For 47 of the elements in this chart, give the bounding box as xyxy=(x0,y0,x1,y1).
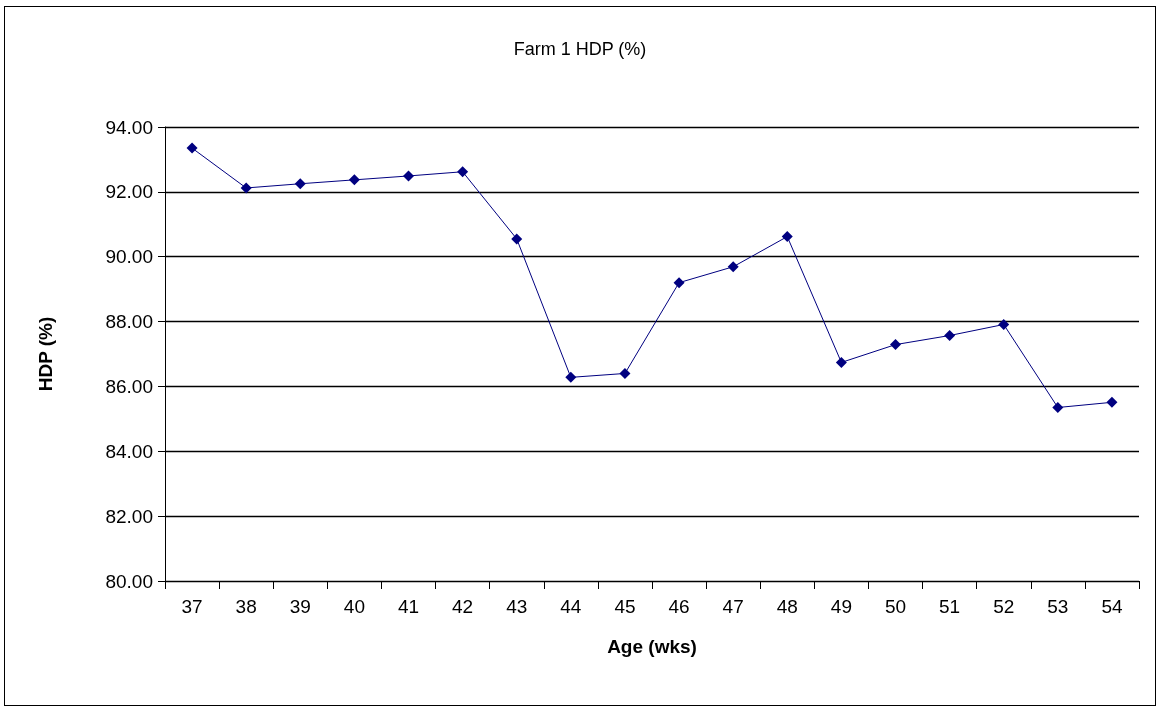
point xyxy=(998,318,1010,330)
x-tick-label: 52 xyxy=(993,596,1015,617)
point xyxy=(565,371,577,383)
point xyxy=(890,339,901,351)
x-tick-label: 47 xyxy=(722,596,744,617)
x-tick-label: 45 xyxy=(614,596,636,617)
x-tick-label: 53 xyxy=(1047,596,1069,617)
x-tick-label: 48 xyxy=(776,596,798,617)
chart-title: Farm 1 HDP (%) xyxy=(513,39,647,59)
point xyxy=(835,356,847,368)
y-tick-label: 92.00 xyxy=(105,181,153,203)
point xyxy=(944,330,956,342)
point xyxy=(457,166,469,178)
x-tick-label: 44 xyxy=(560,596,582,617)
y-tick-label: 84.00 xyxy=(105,440,153,462)
x-tick-label: 41 xyxy=(397,596,420,617)
y-tick-label: 90.00 xyxy=(105,246,153,268)
point xyxy=(727,261,739,273)
point xyxy=(619,367,631,379)
x-tick-label: 43 xyxy=(506,596,528,617)
point xyxy=(511,233,523,245)
x-axis-title: Age (wks) xyxy=(607,636,697,657)
point xyxy=(1052,402,1064,414)
point xyxy=(781,231,793,243)
x-tick-label: 42 xyxy=(452,596,474,617)
y-axis-title: HDP (%) xyxy=(35,316,56,392)
y-tick-label: 86.00 xyxy=(105,375,153,397)
x-tick-label: 40 xyxy=(343,596,365,617)
point xyxy=(348,174,360,186)
point xyxy=(673,277,685,289)
y-tick-label: 88.00 xyxy=(105,311,153,333)
y-tick-label: 82.00 xyxy=(105,505,153,527)
x-tick-label: 39 xyxy=(289,596,311,617)
point xyxy=(1106,396,1118,408)
point xyxy=(403,170,414,182)
x-tick-label: 51 xyxy=(939,596,961,617)
y-tick-label: 94.00 xyxy=(105,116,153,138)
x-tick-label: 38 xyxy=(235,596,257,617)
y-tick-label: 80.00 xyxy=(105,570,153,592)
point xyxy=(186,142,198,154)
x-tick-label: 54 xyxy=(1101,596,1123,617)
point xyxy=(294,178,306,190)
x-tick-label: 49 xyxy=(830,596,852,617)
x-tick-label: 50 xyxy=(884,596,907,617)
x-tick-label: 46 xyxy=(668,596,690,617)
point xyxy=(240,182,252,194)
x-tick-label: 37 xyxy=(181,596,203,617)
